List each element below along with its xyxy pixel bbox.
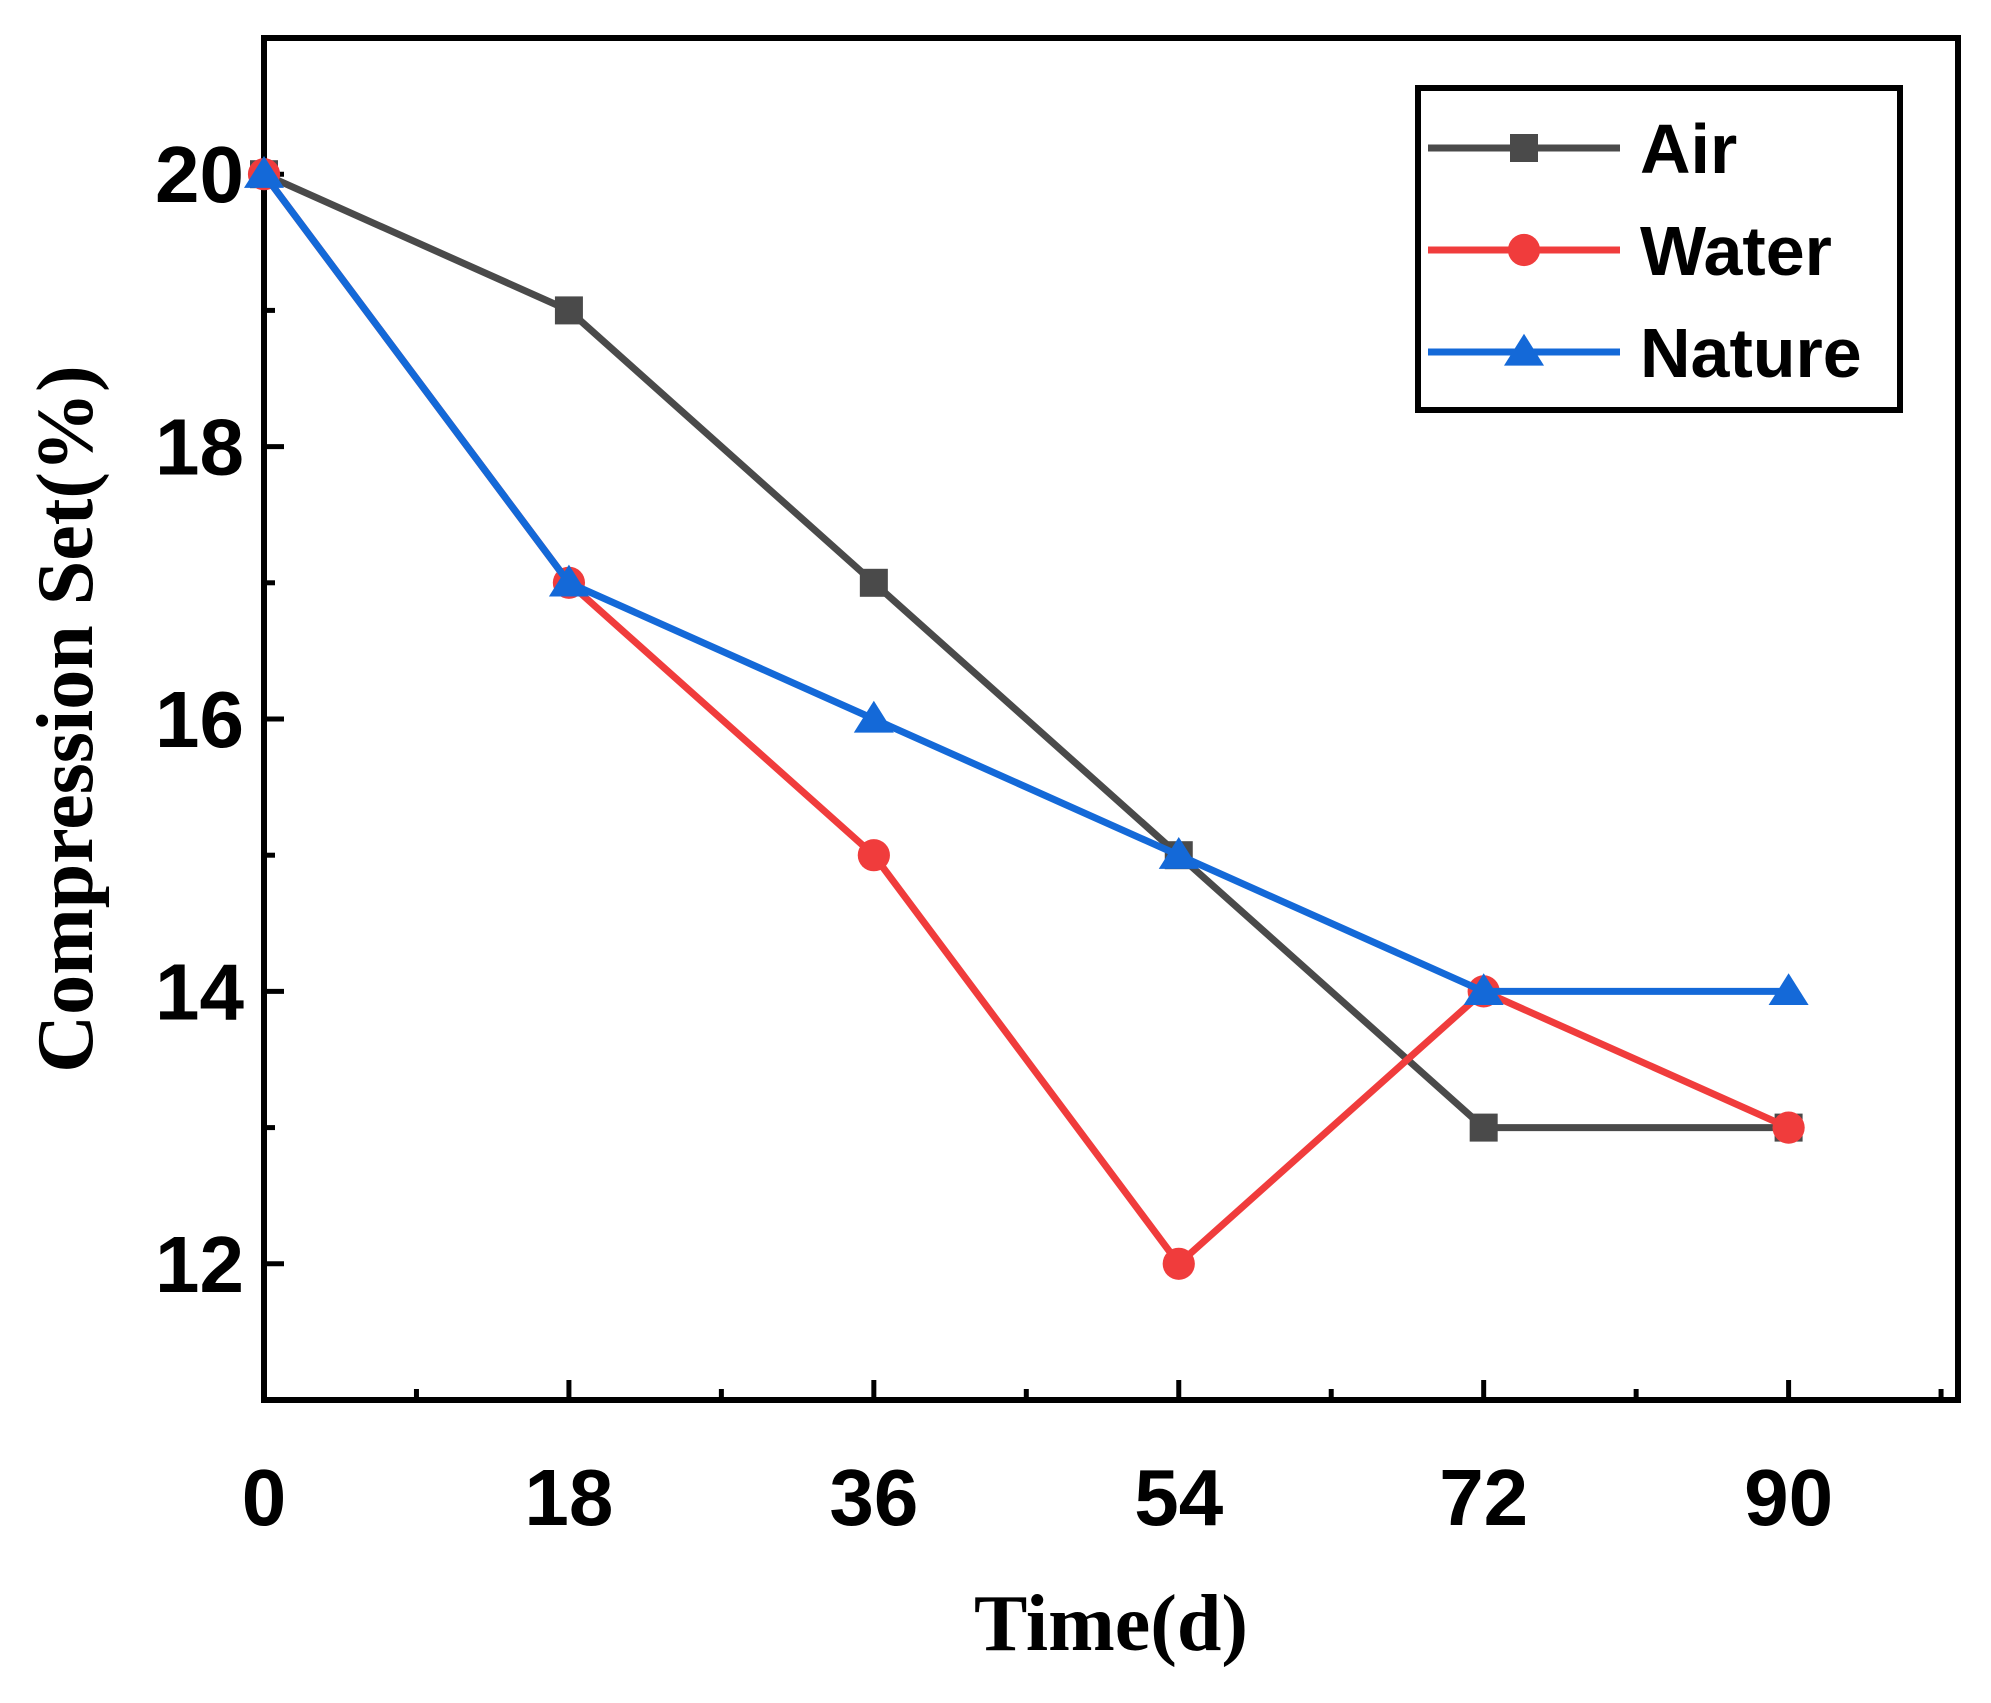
data-point-nature (1158, 837, 1199, 869)
legend-marker-air (1510, 134, 1538, 162)
series-layer (243, 156, 1809, 1280)
data-point-air (554, 296, 583, 325)
y-tick-label: 12 (155, 1220, 244, 1309)
x-tick-label: 0 (242, 1453, 287, 1542)
y-tick-label: 20 (155, 130, 244, 219)
x-tick-label: 72 (1439, 1453, 1528, 1542)
data-point-nature (243, 156, 285, 188)
data-point-nature (1463, 973, 1504, 1006)
legend-marker-nature (1503, 333, 1545, 366)
legend: Air Water Nature (1415, 85, 1903, 413)
x-tick-label: 54 (1134, 1453, 1223, 1542)
y-tick-label: 18 (155, 403, 244, 492)
x-axis-ticks: 0 18 36 54 72 90 (242, 1380, 1944, 1542)
series-line-air (262, 171, 1789, 1132)
y-axis-title: Compression Set(%) (22, 365, 110, 1072)
data-point-nature (1768, 973, 1809, 1006)
data-point-water (1162, 1247, 1195, 1280)
x-tick-label: 90 (1744, 1453, 1833, 1542)
data-point-air (1469, 1113, 1498, 1142)
x-axis-title: Time(d) (974, 1580, 1248, 1668)
y-axis-ticks: 12 14 16 18 20 (155, 130, 284, 1403)
x-tick-label: 36 (829, 1453, 918, 1542)
data-point-nature (853, 700, 894, 733)
data-point-air (859, 568, 888, 597)
legend-label-nature: Nature (1640, 314, 1862, 392)
legend-label-air: Air (1640, 110, 1737, 188)
series-nature (243, 156, 1809, 1006)
legend-marker-water (1507, 233, 1541, 267)
legend-label-water: Water (1640, 212, 1832, 290)
y-tick-label: 16 (155, 675, 244, 764)
y-tick-label: 14 (155, 947, 244, 1036)
data-point-water (857, 839, 890, 872)
series-line-nature (261, 172, 1789, 995)
data-point-water (1772, 1111, 1805, 1144)
data-point-nature (548, 564, 589, 597)
x-tick-label: 18 (524, 1453, 613, 1542)
